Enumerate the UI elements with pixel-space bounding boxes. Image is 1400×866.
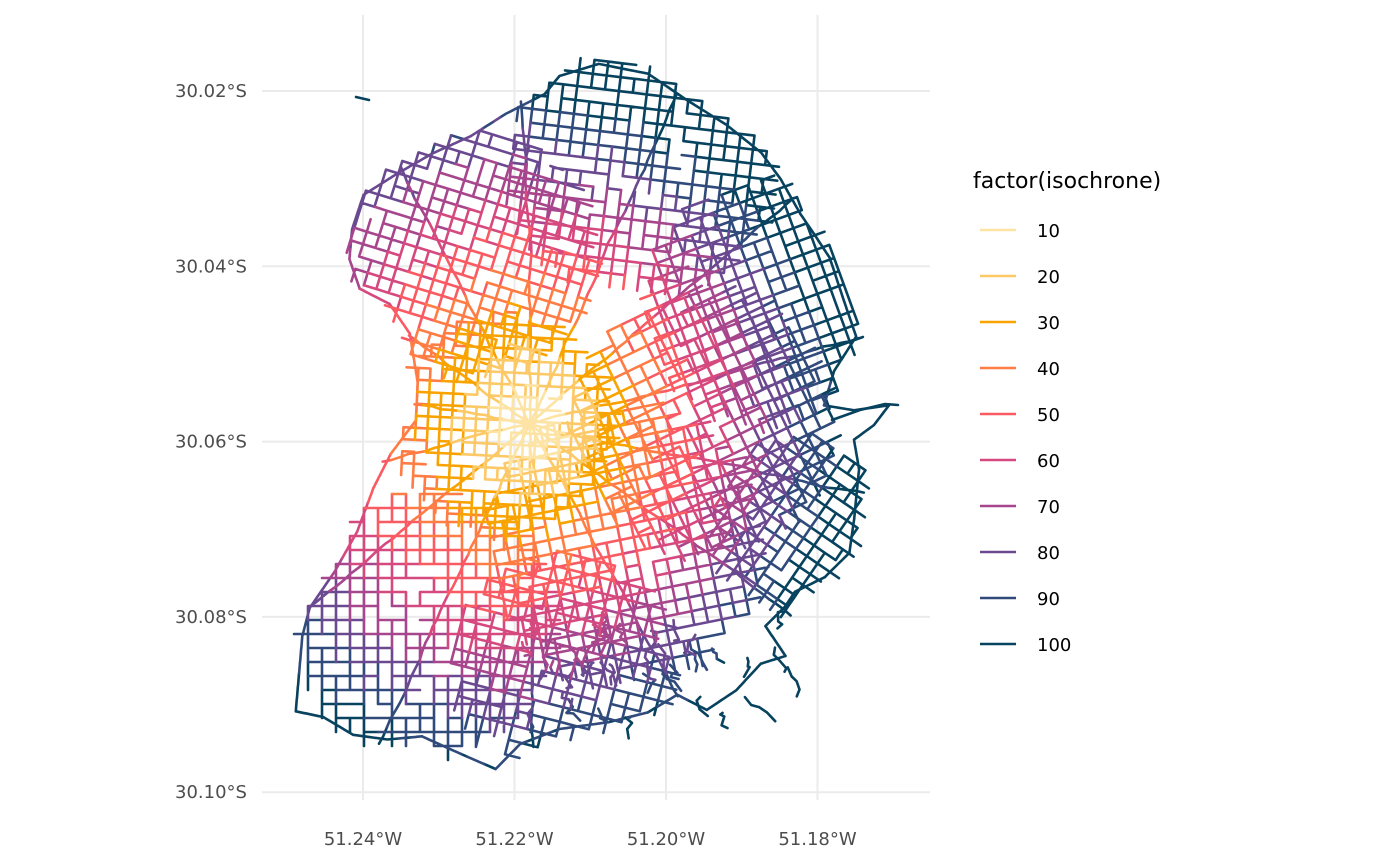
- legend-label-30: 30: [1037, 313, 1060, 334]
- x-axis-ticks: 51.24°W 51.22°W 51.20°W 51.18°W: [324, 829, 857, 850]
- street-band-80: [306, 116, 809, 738]
- x-tick-label: 51.24°W: [324, 829, 403, 850]
- y-tick-label: 30.08°S: [175, 607, 247, 628]
- street-band-50: [362, 225, 701, 622]
- x-tick-label: 51.20°W: [627, 829, 706, 850]
- legend-label-100: 100: [1037, 635, 1071, 656]
- street-network: [292, 56, 900, 771]
- y-tick-label: 30.06°S: [175, 432, 247, 453]
- y-tick-label: 30.04°S: [175, 256, 247, 277]
- legend-label-90: 90: [1037, 589, 1060, 610]
- y-tick-label: 30.10°S: [175, 782, 247, 803]
- street-band-30: [413, 301, 636, 547]
- legend: factor(isochrone) 10 20 30 40 50 60 70 80 90 100: [973, 169, 1161, 656]
- legend-label-80: 80: [1037, 543, 1060, 564]
- legend-label-10: 10: [1037, 221, 1060, 242]
- street-band-70: [320, 153, 769, 702]
- street-fragment: [354, 95, 371, 102]
- street-band-20: [449, 336, 601, 507]
- legend-label-60: 60: [1037, 451, 1060, 472]
- street-band-10: [486, 383, 572, 476]
- x-tick-label: 51.22°W: [475, 829, 554, 850]
- y-axis-ticks: 30.02°S 30.04°S 30.06°S 30.08°S 30.10°S: [175, 81, 247, 803]
- legend-label-20: 20: [1037, 267, 1060, 288]
- legend-label-40: 40: [1037, 359, 1060, 380]
- street-spur-east: [830, 402, 900, 422]
- street-band-60: [340, 189, 736, 656]
- legend-title: factor(isochrone): [973, 169, 1161, 194]
- legend-entries: 10 20 30 40 50 60 70 80 90 100: [980, 221, 1071, 656]
- x-tick-label: 51.18°W: [778, 829, 857, 850]
- y-tick-label: 30.02°S: [175, 81, 247, 102]
- legend-label-50: 50: [1037, 405, 1060, 426]
- street-band-100: [294, 56, 891, 771]
- legend-label-70: 70: [1037, 497, 1060, 518]
- street-band-90: [292, 99, 838, 771]
- street-band-40: [389, 268, 671, 589]
